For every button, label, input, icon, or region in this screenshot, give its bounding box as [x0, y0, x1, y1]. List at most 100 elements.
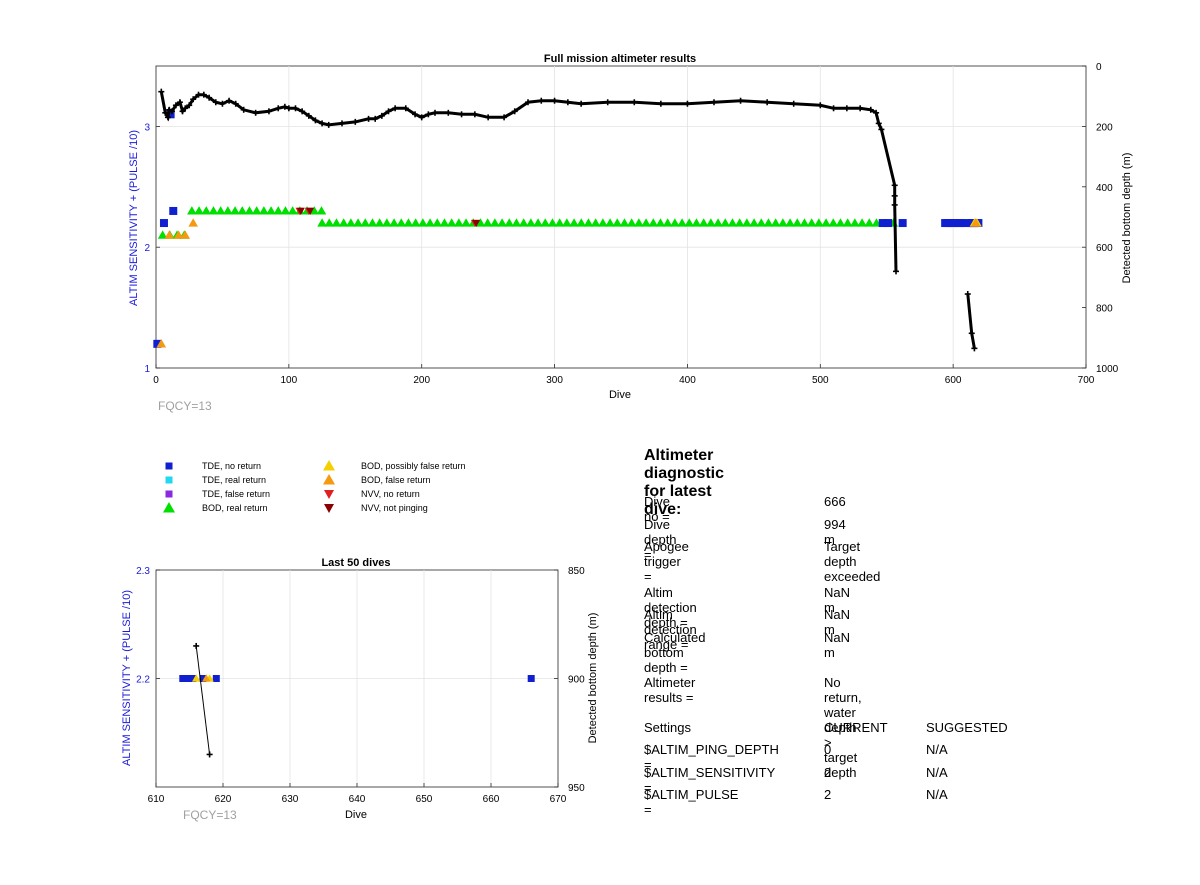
diag-value-altimeter-results: No return, water depth > target depth — [824, 675, 862, 780]
bottom-depth-point — [445, 109, 452, 116]
legend-marker-bod-real-return — [163, 502, 175, 513]
diag-label-altimeter-results: Altimeter results = — [644, 675, 696, 705]
bod-real-return-marker — [684, 218, 695, 227]
diag-value-apogee-trigger: Target depth exceeded — [824, 539, 881, 584]
bod-real-return-marker — [770, 218, 781, 227]
bod-real-return-marker — [842, 218, 853, 227]
bod-false-return-marker — [180, 230, 191, 239]
bottom-depth-point — [511, 108, 518, 115]
y-right-tick-label: 850 — [568, 566, 585, 577]
bottom-depth-point — [737, 97, 744, 104]
bottom-depth-point — [352, 118, 359, 125]
bod-real-return-marker — [215, 206, 226, 215]
bottom-depth-point — [764, 99, 771, 106]
x-tick-label: 650 — [416, 794, 433, 805]
plot-marks — [179, 642, 535, 758]
bod-false-return-marker — [173, 230, 184, 239]
bod-real-return-marker — [648, 218, 659, 227]
bottom-depth-point — [206, 94, 213, 101]
bod-real-return-marker — [244, 206, 255, 215]
bottom-depth-point — [176, 99, 183, 106]
bod-real-return-marker — [446, 218, 457, 227]
bod-real-return-marker — [324, 218, 335, 227]
bod-real-return-marker — [734, 218, 745, 227]
inset-chart-ylabel-left: ALTIM SENSITIVITY + (PULSE /10) — [121, 590, 133, 766]
bod-real-return-marker — [857, 218, 867, 227]
diag-setting-sensitivity-suggested: N/A — [926, 765, 948, 780]
bottom-depth-point — [305, 112, 312, 119]
x-tick-label: 660 — [483, 794, 500, 805]
bod-real-return-marker — [576, 218, 587, 227]
inset-chart-xlabel: Dive — [345, 809, 367, 821]
bod-false-return-marker — [156, 339, 167, 348]
bod-real-return-marker — [605, 218, 615, 227]
legend-marker-tde-false-return — [165, 490, 173, 498]
bottom-depth-point — [200, 91, 207, 98]
bottom-depth-point — [172, 102, 179, 109]
legend — [163, 460, 335, 513]
bod-real-return-marker — [389, 218, 399, 227]
inset-chart-fqcy: FQCY=13 — [183, 808, 237, 822]
bottom-depth-point — [285, 105, 292, 112]
bottom-depth-point — [657, 100, 664, 107]
bod-real-return-marker — [677, 218, 687, 227]
diag-label-apogee-trigger: Apogee trigger = — [644, 539, 689, 584]
bod-real-return-marker — [828, 218, 839, 227]
bod-real-return-marker — [792, 218, 803, 227]
x-tick-label: 100 — [281, 375, 298, 386]
bod-real-return-marker — [756, 218, 767, 227]
bottom-depth-point — [219, 100, 226, 107]
y-right-tick-label: 0 — [1096, 62, 1102, 73]
main-chart-ylabel-left: ALTIM SENSITIVITY + (PULSE /10) — [128, 130, 140, 306]
inset-chart-title: Last 50 dives — [321, 557, 390, 569]
diag-value-altim-detection-range: NaN m — [824, 607, 851, 637]
bod-real-return-marker — [374, 218, 385, 227]
bod-real-return-marker — [785, 218, 795, 227]
tde-no-return-marker — [189, 675, 197, 682]
y-right-tick-label: 600 — [1096, 243, 1113, 254]
bod-real-return-marker — [533, 218, 543, 227]
tde-no-return-marker — [199, 675, 207, 682]
bod-real-return-marker — [410, 218, 421, 227]
bottom-depth-point — [385, 108, 392, 115]
bottom-depth-point — [195, 91, 202, 98]
bod-real-return-marker — [821, 218, 831, 227]
bod-real-return-marker — [518, 218, 529, 227]
diag-setting-sensitivity-label: $ALTIM_SENSITIVITY = — [644, 765, 776, 795]
bottom-depth-point — [893, 268, 900, 275]
bottom-depth-point — [418, 114, 425, 121]
bod-real-return-marker — [309, 206, 320, 215]
bottom-depth-line — [195, 645, 211, 755]
bod-real-return-marker — [655, 218, 666, 227]
diag-value-calculated-bottom-depth: NaN m — [824, 630, 851, 660]
y-left-tick-label: 1 — [144, 364, 150, 375]
bod-real-return-marker — [482, 218, 493, 227]
bottom-depth-point — [319, 120, 326, 127]
bod-real-return-marker — [331, 218, 342, 227]
diag-setting-pulse-current: 2 — [824, 787, 832, 802]
x-tick-label: 400 — [679, 375, 696, 386]
legend-label-nvv-not-pinging: NVV, not pinging — [361, 503, 428, 513]
bottom-depth-point — [564, 99, 571, 106]
bod-real-return-marker — [360, 218, 371, 227]
bottom-depth-point — [186, 102, 193, 109]
bod-real-return-marker — [799, 218, 810, 227]
bod-false-return-marker — [970, 218, 981, 227]
bod-real-return-marker — [230, 206, 240, 215]
tde-no-return-marker — [166, 110, 175, 119]
y-right-tick-label: 400 — [1096, 183, 1113, 194]
legend-label-bod-false-return: BOD, false return — [361, 475, 431, 485]
bod-real-return-marker — [259, 206, 269, 215]
bod-real-return-marker — [814, 218, 824, 227]
bottom-depth-point — [190, 96, 197, 103]
bod-real-return-marker — [490, 218, 500, 227]
bottom-depth-point — [878, 126, 885, 133]
bod-real-return-marker — [598, 218, 608, 227]
tde-no-return-marker — [955, 219, 964, 228]
bod-real-return-marker — [850, 218, 860, 227]
bottom-depth-point — [392, 105, 399, 112]
y-right-tick-label: 800 — [1096, 304, 1113, 315]
inset-chart: Last 50 dives Dive ALTIM SENSITIVITY + (… — [121, 557, 599, 822]
bottom-depth-point — [538, 97, 545, 104]
